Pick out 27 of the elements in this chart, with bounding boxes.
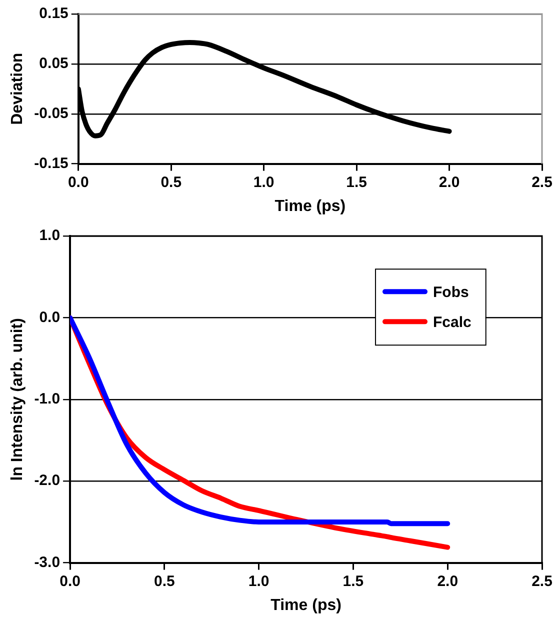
- x-axis-title: Time (ps): [274, 198, 346, 215]
- x-tick-label: 0.0: [60, 572, 80, 590]
- y-tick-label: 0.05: [39, 55, 68, 72]
- legend-label: Fcalc: [433, 314, 472, 331]
- y-tick-label: -2.0: [34, 472, 60, 490]
- x-tick-label: 2.5: [532, 572, 552, 590]
- x-tick-label: 2.0: [437, 572, 458, 590]
- x-tick-label: 0.0: [68, 174, 89, 191]
- y-tick-label: 1.0: [39, 227, 60, 244]
- x-tick-label: 1.0: [253, 174, 274, 191]
- x-tick-label: 1.5: [342, 572, 364, 590]
- y-tick-label: 0.15: [39, 5, 68, 22]
- x-tick-label: 0.5: [154, 572, 175, 590]
- x-axis-title: Time (ps): [270, 596, 342, 614]
- y-tick-label: -0.15: [34, 154, 68, 172]
- y-axis-title: ln Intensity (arb. unit): [9, 318, 26, 481]
- y-tick-label: -3.0: [34, 554, 60, 571]
- legend-label: Fobs: [433, 284, 469, 301]
- y-tick-label: 0.0: [39, 308, 60, 326]
- x-tick-label: 0.5: [160, 174, 182, 191]
- x-tick-label: 2.5: [532, 174, 552, 191]
- x-tick-label: 2.0: [438, 174, 460, 191]
- x-tick-label: 1.5: [346, 174, 367, 191]
- y-axis-title: Deviation: [9, 52, 26, 125]
- y-tick-label: -1.0: [34, 390, 60, 408]
- x-tick-label: 1.0: [248, 572, 270, 590]
- y-tick-label: -0.05: [34, 105, 68, 122]
